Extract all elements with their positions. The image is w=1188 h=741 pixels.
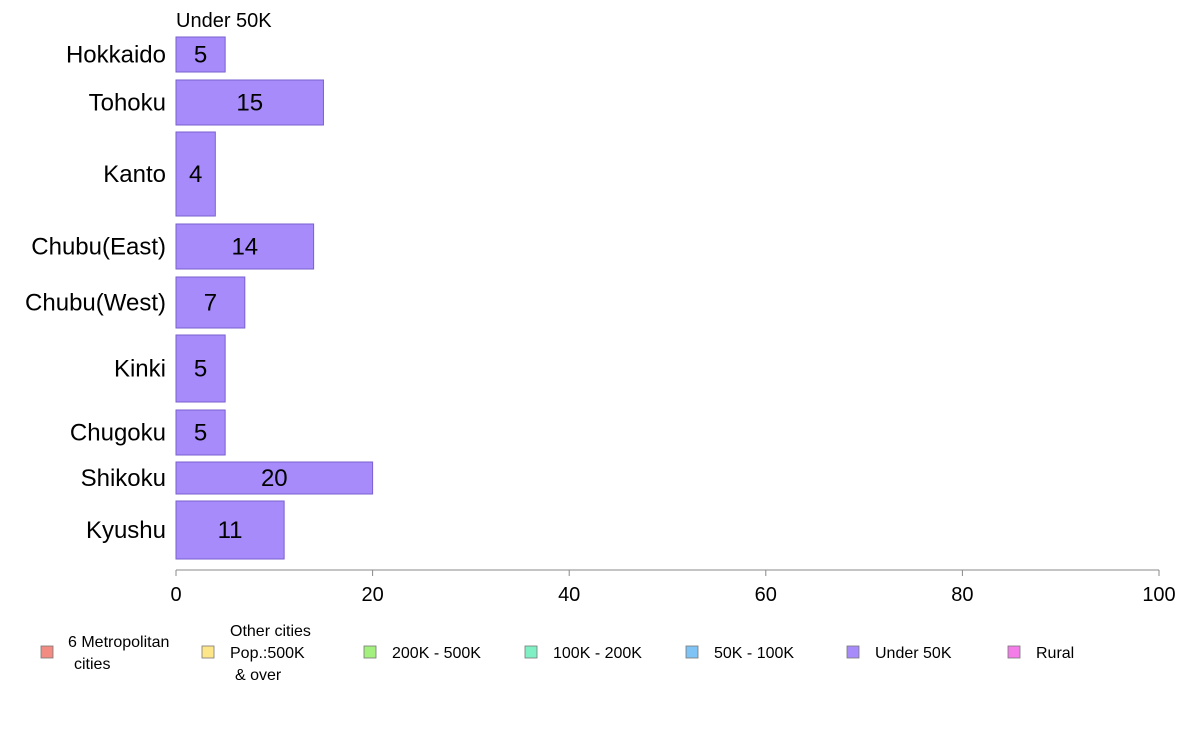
bar-value-label: 11 (218, 517, 243, 544)
legend-swatch-icon (40, 645, 54, 659)
x-axis: 0 20 40 60 80 100 (170, 569, 1176, 606)
legend-label: Rural (1036, 645, 1074, 662)
legend-swatch-icon (685, 645, 699, 659)
legend-label: 6 Metropolitan cities (68, 634, 169, 673)
category-label: Tohoku (89, 90, 166, 117)
category-label: Chugoku (70, 420, 166, 447)
bar (175, 334, 226, 403)
legend-label: 100K - 200K (553, 645, 642, 662)
bar-value-labels: 5 15 4 14 7 5 5 20 11 (189, 42, 288, 545)
legend-swatch-icon (524, 645, 538, 659)
category-labels: Hokkaido Tohoku Kanto Chubu(East) Chubu(West… (25, 42, 166, 545)
x-tick-label: 40 (558, 584, 580, 606)
bar (175, 276, 246, 329)
x-tick-label: 0 (170, 584, 181, 606)
bar-value-label: 20 (261, 465, 288, 492)
bar-value-label: 5 (194, 420, 207, 447)
x-tick-label: 60 (755, 584, 777, 606)
legend-label: Under 50K (875, 645, 952, 662)
bar (175, 36, 226, 73)
bar (175, 409, 226, 456)
bar (175, 131, 216, 217)
chart-title: Under 50K (176, 10, 272, 32)
category-label: Kyushu (86, 517, 166, 544)
bar-value-label: 4 (189, 161, 202, 188)
x-tick-label: 100 (1142, 584, 1175, 606)
category-label: Hokkaido (66, 42, 166, 69)
bar-value-label: 14 (231, 234, 258, 261)
legend-label: Other cities Pop.:500K & over (230, 623, 311, 684)
x-tick-label: 80 (951, 584, 973, 606)
bar (175, 223, 315, 270)
bar (175, 461, 374, 495)
bar (175, 79, 324, 126)
bar-value-label: 5 (194, 42, 207, 69)
bars (175, 36, 374, 560)
legend-swatch-icon (201, 645, 215, 659)
bar-value-label: 5 (194, 356, 207, 383)
category-label: Kinki (114, 356, 166, 383)
bar (175, 500, 285, 560)
x-tick-label: 20 (361, 584, 383, 606)
legend-label: 200K - 500K (392, 645, 481, 662)
legend-swatch-icon (846, 645, 860, 659)
bar-value-label: 7 (204, 290, 217, 317)
bar-value-label: 15 (236, 90, 263, 117)
legend: 6 Metropolitan cities Other cities Pop.:500… (40, 623, 1074, 684)
category-label: Kanto (103, 161, 166, 188)
category-label: Chubu(East) (31, 234, 166, 261)
legend-label: 50K - 100K (714, 645, 794, 662)
category-label: Shikoku (81, 465, 166, 492)
legend-swatch-icon (363, 645, 377, 659)
legend-swatch-icon (1007, 645, 1021, 659)
category-label: Chubu(West) (25, 290, 166, 317)
